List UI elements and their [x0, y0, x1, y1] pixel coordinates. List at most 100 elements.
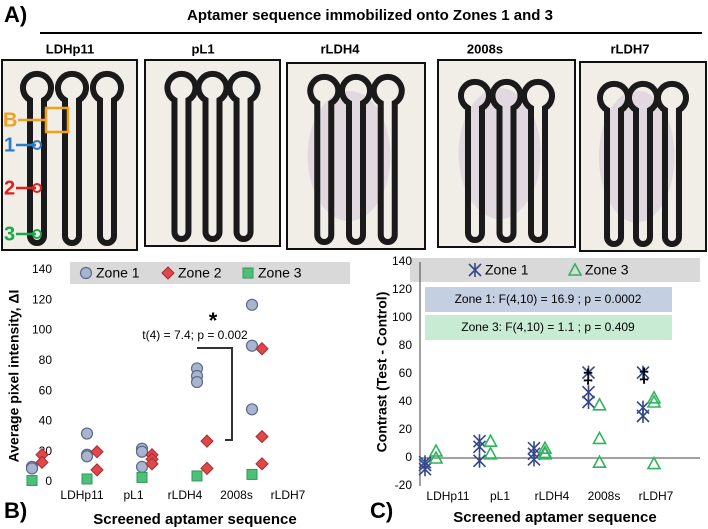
- point: [80, 450, 94, 463]
- point: [472, 453, 487, 468]
- legend-label: Zone 1: [96, 265, 140, 281]
- y-tick-label: 0: [405, 450, 412, 464]
- keyhole-electrode: [55, 70, 89, 246]
- keyhole-electrode: [226, 70, 261, 242]
- x-axis-title: Screened aptamer sequence: [453, 509, 656, 526]
- legend-label: Zone 3: [585, 262, 629, 278]
- point: [646, 455, 662, 470]
- point: [191, 470, 203, 482]
- annotation: t(4) = 7.4; p = 0.002: [142, 328, 248, 342]
- point: [255, 457, 269, 471]
- y-tick-label: 20: [399, 422, 413, 436]
- y-tick-label: 120: [32, 292, 52, 306]
- point: [418, 462, 432, 477]
- point: [200, 461, 214, 476]
- legend-box: [70, 262, 350, 284]
- point: [245, 339, 259, 352]
- annotation: ‡: [638, 365, 649, 387]
- point: [472, 439, 487, 454]
- point: [90, 463, 104, 477]
- photo-label: LDHp11: [46, 41, 94, 56]
- keyhole-electrode: [307, 73, 342, 245]
- zone-marker: [32, 140, 42, 150]
- photo-label: pL1: [191, 41, 214, 56]
- x-tick-label: rLDH7: [271, 488, 306, 502]
- point: [537, 446, 553, 460]
- point: [190, 375, 204, 389]
- point: [592, 397, 607, 411]
- point: [255, 342, 269, 356]
- marker-label: 1: [4, 134, 15, 156]
- keyhole-electrode: [489, 78, 524, 243]
- point: [246, 468, 258, 480]
- keyhole-electrode: [164, 70, 199, 242]
- y-tick-label: 80: [399, 338, 413, 352]
- x-tick-label: 2008s: [588, 489, 621, 503]
- x-tick-label: pL1: [123, 488, 143, 502]
- point: [636, 409, 650, 423]
- point: [646, 394, 662, 408]
- significance-bracket: [197, 347, 233, 441]
- legend-marker: [79, 266, 93, 280]
- annotation: *: [209, 308, 218, 333]
- y-axis-title: Average pixel intensity, ΔI: [6, 290, 22, 463]
- point: [245, 403, 259, 416]
- keyhole-electrode: [90, 70, 124, 246]
- annotation: ‡: [582, 366, 593, 388]
- y-tick-label: 60: [39, 383, 53, 397]
- point: [145, 457, 159, 471]
- legend-marker: [567, 262, 583, 276]
- photo-label: rLDH7: [610, 41, 649, 56]
- legend-marker: [161, 266, 175, 280]
- point: [135, 445, 149, 458]
- figure-title: Aptamer sequence immobilized onto Zones …: [187, 7, 553, 24]
- point: [592, 430, 607, 445]
- point: [483, 446, 498, 460]
- y-tick-label: 40: [399, 394, 413, 408]
- keyhole-electrode: [20, 70, 54, 246]
- x-tick-label: rLDH4: [535, 489, 570, 503]
- point: [26, 474, 38, 486]
- point: [581, 365, 596, 380]
- legend-box: [410, 258, 700, 282]
- y-tick-label: 80: [39, 353, 53, 367]
- point: [537, 440, 553, 454]
- point: [35, 455, 49, 470]
- marker-label: 2: [4, 177, 15, 199]
- y-tick-label: -20: [395, 478, 413, 492]
- y-tick-label: 120: [392, 282, 412, 296]
- x-tick-label: LDHp11: [426, 489, 469, 503]
- point: [592, 454, 607, 468]
- keyhole-electrode: [458, 78, 492, 243]
- y-axis-title: Contrast (Test - Control): [374, 292, 390, 453]
- keyhole-electrode: [195, 70, 230, 242]
- marker-label: B: [3, 109, 17, 131]
- x-tick-label: rLDH4: [168, 488, 203, 502]
- x-tick-label: rLDH7: [639, 489, 674, 503]
- stats-box: [425, 315, 672, 340]
- point: [581, 395, 596, 409]
- photo-label: 2008s: [467, 41, 503, 56]
- legend-marker: [468, 263, 482, 277]
- keyhole-electrode: [521, 78, 555, 243]
- point: [646, 390, 662, 404]
- legend-label: Zone 1: [485, 262, 529, 278]
- point: [428, 443, 444, 457]
- y-tick-label: 100: [32, 323, 52, 337]
- stats-text: Zone 1: F(4,10) = 16.9 ; p = 0.0002: [455, 292, 642, 306]
- point: [81, 473, 93, 485]
- y-tick-label: 100: [392, 310, 412, 324]
- point: [483, 433, 498, 447]
- stats-box: [425, 287, 672, 312]
- point: [428, 450, 444, 464]
- photo-panel: [1, 59, 707, 252]
- point: [636, 365, 650, 380]
- keyhole-electrode: [339, 73, 373, 245]
- x-tick-label: pL1: [490, 489, 510, 503]
- stats-text: Zone 3: F(4,10) = 1.1 ; p = 0.409: [461, 320, 635, 334]
- panel-label: A): [4, 2, 27, 27]
- point: [90, 445, 104, 459]
- zone-marker: [32, 229, 42, 239]
- point: [80, 427, 94, 440]
